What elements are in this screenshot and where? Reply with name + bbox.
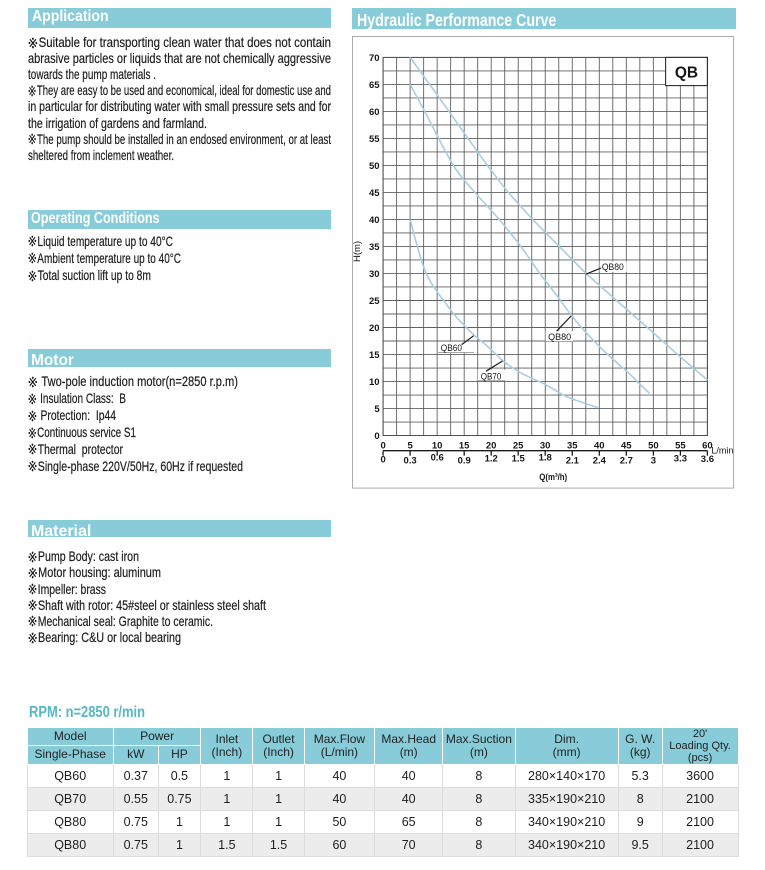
svg-text:2.7: 2.7 [620,455,633,466]
svg-text:5: 5 [375,403,381,414]
svg-text:3.3: 3.3 [674,453,687,464]
svg-text:H(m): H(m) [352,241,363,262]
svg-text:25: 25 [513,440,524,451]
svg-text:40: 40 [594,440,605,451]
svg-text:25: 25 [369,295,380,306]
svg-text:0.9: 0.9 [458,455,471,466]
svg-text:0: 0 [381,454,386,465]
svg-text:3.6: 3.6 [701,453,714,464]
svg-text:0: 0 [375,430,380,441]
svg-text:Q(m³/h): Q(m³/h) [540,471,568,482]
svg-text:45: 45 [369,187,380,198]
svg-text:QB60: QB60 [441,343,462,354]
svg-text:45: 45 [621,440,632,451]
svg-text:0.3: 0.3 [404,455,417,466]
svg-text:20: 20 [486,440,497,451]
svg-text:2.4: 2.4 [593,455,607,466]
svg-text:20: 20 [369,322,380,333]
svg-text:30: 30 [369,268,380,279]
svg-text:50: 50 [649,440,660,451]
svg-text:60: 60 [703,440,714,451]
svg-text:1.2: 1.2 [485,453,498,464]
svg-text:QB80: QB80 [602,262,624,273]
svg-text:55: 55 [369,133,380,144]
svg-text:2.1: 2.1 [566,455,580,466]
svg-text:0.6: 0.6 [431,452,444,463]
svg-text:15: 15 [459,440,470,451]
svg-text:60: 60 [369,106,380,117]
svg-text:70: 70 [369,52,380,63]
svg-text:10: 10 [369,376,380,387]
svg-text:40: 40 [369,214,380,225]
svg-text:15: 15 [369,349,380,360]
svg-text:35: 35 [567,440,578,451]
svg-text:1.5: 1.5 [512,453,526,464]
svg-text:L/min: L/min [712,445,734,455]
svg-text:3: 3 [651,455,656,466]
svg-text:QB: QB [675,64,698,81]
svg-text:35: 35 [369,241,380,252]
svg-text:10: 10 [432,440,443,451]
svg-text:1.8: 1.8 [539,452,552,463]
svg-text:30: 30 [540,440,551,451]
svg-text:5: 5 [408,440,414,451]
svg-text:QB70: QB70 [481,371,502,382]
svg-text:QB80: QB80 [548,331,571,342]
svg-text:50: 50 [369,160,380,171]
svg-text:55: 55 [676,440,687,451]
svg-text:65: 65 [369,79,380,90]
svg-text:0: 0 [381,440,386,451]
